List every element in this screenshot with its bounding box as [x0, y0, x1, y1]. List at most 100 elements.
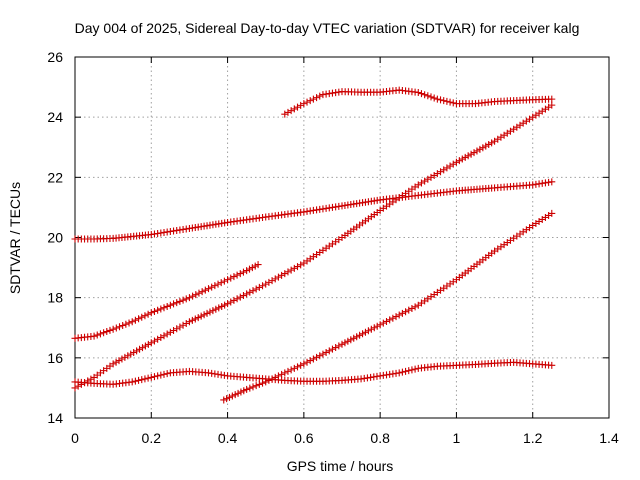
data-point	[341, 339, 349, 347]
data-point	[386, 316, 394, 324]
data-point	[138, 376, 146, 384]
data-point	[284, 268, 292, 276]
data-point	[548, 101, 556, 109]
data-point	[141, 342, 149, 350]
data-point	[71, 384, 79, 392]
data-point	[252, 382, 260, 390]
data-point	[300, 100, 308, 108]
y-tick-label: 26	[47, 49, 63, 65]
data-point	[297, 361, 305, 369]
x-tick-label: 0.4	[218, 430, 238, 446]
data-point	[356, 331, 364, 339]
data-point	[218, 302, 226, 310]
data-point	[359, 330, 367, 338]
data-point	[424, 92, 432, 100]
x-tick-label: 1.2	[523, 430, 543, 446]
data-point	[119, 321, 127, 329]
data-point	[325, 347, 333, 355]
data-point	[294, 103, 301, 111]
data-point	[100, 329, 108, 337]
data-point	[236, 293, 244, 301]
data-point	[221, 301, 229, 309]
y-axis-label: SDTVAR / TECUs	[7, 182, 23, 294]
data-point	[227, 298, 235, 306]
data-point	[217, 279, 225, 287]
data-point	[398, 368, 406, 376]
data-point	[408, 304, 416, 312]
data-point	[452, 158, 460, 166]
data-point	[135, 376, 143, 384]
data-point	[411, 303, 419, 311]
data-point	[236, 270, 244, 278]
data-point	[195, 289, 203, 297]
data-point	[335, 342, 343, 350]
data-point	[185, 318, 193, 326]
data-point	[154, 306, 162, 314]
data-point	[90, 332, 98, 340]
x-tick-label: 0.8	[370, 430, 390, 446]
y-tick-label: 24	[47, 109, 63, 125]
data-point	[233, 295, 241, 303]
data-point	[300, 360, 308, 368]
data-point	[548, 209, 556, 217]
data-point	[281, 270, 289, 278]
y-tick-label: 22	[47, 169, 63, 185]
data-point	[211, 282, 219, 290]
data-point	[443, 164, 451, 172]
data-point	[154, 335, 162, 343]
series-arc-diagonal-upper	[71, 101, 556, 392]
data-point	[138, 344, 146, 352]
data-point	[230, 296, 238, 304]
data-point	[147, 309, 155, 317]
data-point	[405, 306, 413, 314]
data-point	[488, 139, 496, 147]
data-point	[287, 107, 295, 115]
data-point	[243, 385, 251, 393]
x-tick-label: 0	[71, 430, 79, 446]
data-point	[118, 355, 126, 363]
data-point	[424, 175, 432, 183]
data-point	[287, 266, 295, 274]
data-point	[328, 345, 336, 353]
data-point	[449, 160, 457, 168]
data-point	[548, 361, 556, 369]
x-tick-label: 1	[453, 430, 461, 446]
data-point	[309, 95, 317, 103]
data-point	[361, 328, 369, 336]
data-point	[485, 140, 493, 148]
data-point	[297, 261, 305, 269]
data-point	[347, 336, 355, 344]
data-point	[255, 380, 263, 388]
data-point	[373, 322, 381, 330]
data-point	[249, 287, 257, 295]
data-point	[259, 282, 267, 290]
data-point	[205, 285, 212, 293]
data-point	[417, 90, 425, 98]
data-point	[176, 297, 184, 305]
data-point	[421, 177, 429, 185]
data-point	[179, 321, 187, 329]
data-point	[284, 108, 292, 116]
series-arc-flat-20	[71, 178, 556, 243]
data-point	[189, 292, 197, 300]
data-point	[303, 358, 311, 366]
data-point	[109, 325, 117, 333]
data-point	[176, 323, 184, 331]
data-point	[230, 273, 238, 281]
data-point	[427, 93, 435, 101]
data-point	[150, 373, 158, 381]
data-point	[220, 277, 228, 285]
data-point	[294, 363, 301, 371]
data-point	[246, 288, 254, 296]
data-point	[163, 330, 171, 338]
data-point	[144, 340, 152, 348]
data-point	[254, 261, 262, 269]
data-point	[103, 328, 111, 336]
data-point	[125, 319, 133, 327]
data-point	[157, 334, 165, 342]
data-point	[548, 95, 556, 103]
data-point	[482, 142, 490, 150]
data-point	[208, 283, 216, 291]
data-point	[124, 352, 132, 360]
data-point	[163, 302, 171, 310]
